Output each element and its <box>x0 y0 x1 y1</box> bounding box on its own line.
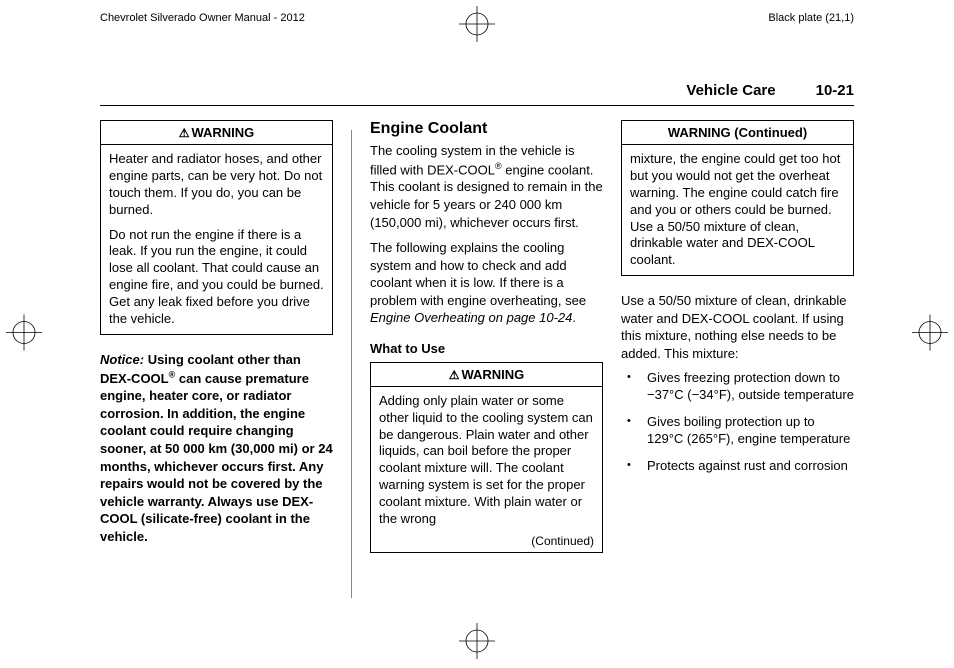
warning-paragraph: Adding only plain water or some other li… <box>379 393 594 528</box>
warning-paragraph: Do not run the engine if there is a leak… <box>109 227 324 328</box>
warning-title: WARNING (Continued) <box>668 125 807 140</box>
warning-header: WARNING (Continued) <box>622 121 853 145</box>
list-item: Gives boiling protection up to 129°C (26… <box>621 414 854 448</box>
warning-triangle-icon: ⚠ <box>179 126 190 140</box>
notice-block: Notice: Using coolant other than DEX-COO… <box>100 351 333 545</box>
notice-text: Using coolant other than DEX-COOL® can c… <box>100 352 333 544</box>
warning-title: WARNING <box>191 125 254 140</box>
page-number: 10-21 <box>816 82 854 99</box>
bullet-list: Gives freezing protection down to −37°C … <box>621 370 854 484</box>
warning-paragraph: mixture, the engine could get too hot bu… <box>630 151 845 269</box>
warning-title: WARNING <box>461 367 524 382</box>
warning-body: Heater and radiator hoses, and other eng… <box>101 145 332 334</box>
sub-heading: What to Use <box>370 341 603 356</box>
column-3: WARNING (Continued) mixture, the engine … <box>621 120 854 608</box>
plate-info: Black plate (21,1) <box>768 12 854 24</box>
warning-triangle-icon: ⚠ <box>449 368 460 382</box>
warning-header: ⚠WARNING <box>101 121 332 145</box>
content-columns: ⚠WARNING Heater and radiator hoses, and … <box>100 120 854 608</box>
crop-mark-right <box>912 315 948 354</box>
warning-header: ⚠WARNING <box>371 363 602 387</box>
section-heading: Engine Coolant <box>370 120 603 138</box>
manual-title: Chevrolet Silverado Owner Manual - 2012 <box>100 12 305 24</box>
notice-label: Notice: <box>100 352 144 367</box>
warning-paragraph: Heater and radiator hoses, and other eng… <box>109 151 324 219</box>
warning-box: ⚠WARNING Adding only plain water or some… <box>370 362 603 553</box>
column-separator <box>351 130 352 598</box>
warning-body: mixture, the engine could get too hot bu… <box>622 145 853 275</box>
list-item: Protects against rust and corrosion <box>621 458 854 475</box>
list-item: Gives freezing protection down to −37°C … <box>621 370 854 404</box>
warning-body: Adding only plain water or some other li… <box>371 387 602 534</box>
body-paragraph: The cooling system in the vehicle is fil… <box>370 142 603 231</box>
section-title: Vehicle Care <box>686 82 775 99</box>
page-header: Vehicle Care 10-21 <box>100 82 854 106</box>
crop-mark-bottom <box>459 623 495 662</box>
body-paragraph: The following explains the cooling syste… <box>370 239 603 327</box>
warning-box: ⚠WARNING Heater and radiator hoses, and … <box>100 120 333 335</box>
column-1: ⚠WARNING Heater and radiator hoses, and … <box>100 120 333 608</box>
crop-mark-left <box>6 315 42 354</box>
crop-mark-top <box>459 6 495 45</box>
continued-label: (Continued) <box>371 534 602 552</box>
body-paragraph: Use a 50/50 mixture of clean, drinkable … <box>621 292 854 362</box>
warning-box-continued: WARNING (Continued) mixture, the engine … <box>621 120 854 276</box>
column-2: Engine Coolant The cooling system in the… <box>370 120 603 608</box>
